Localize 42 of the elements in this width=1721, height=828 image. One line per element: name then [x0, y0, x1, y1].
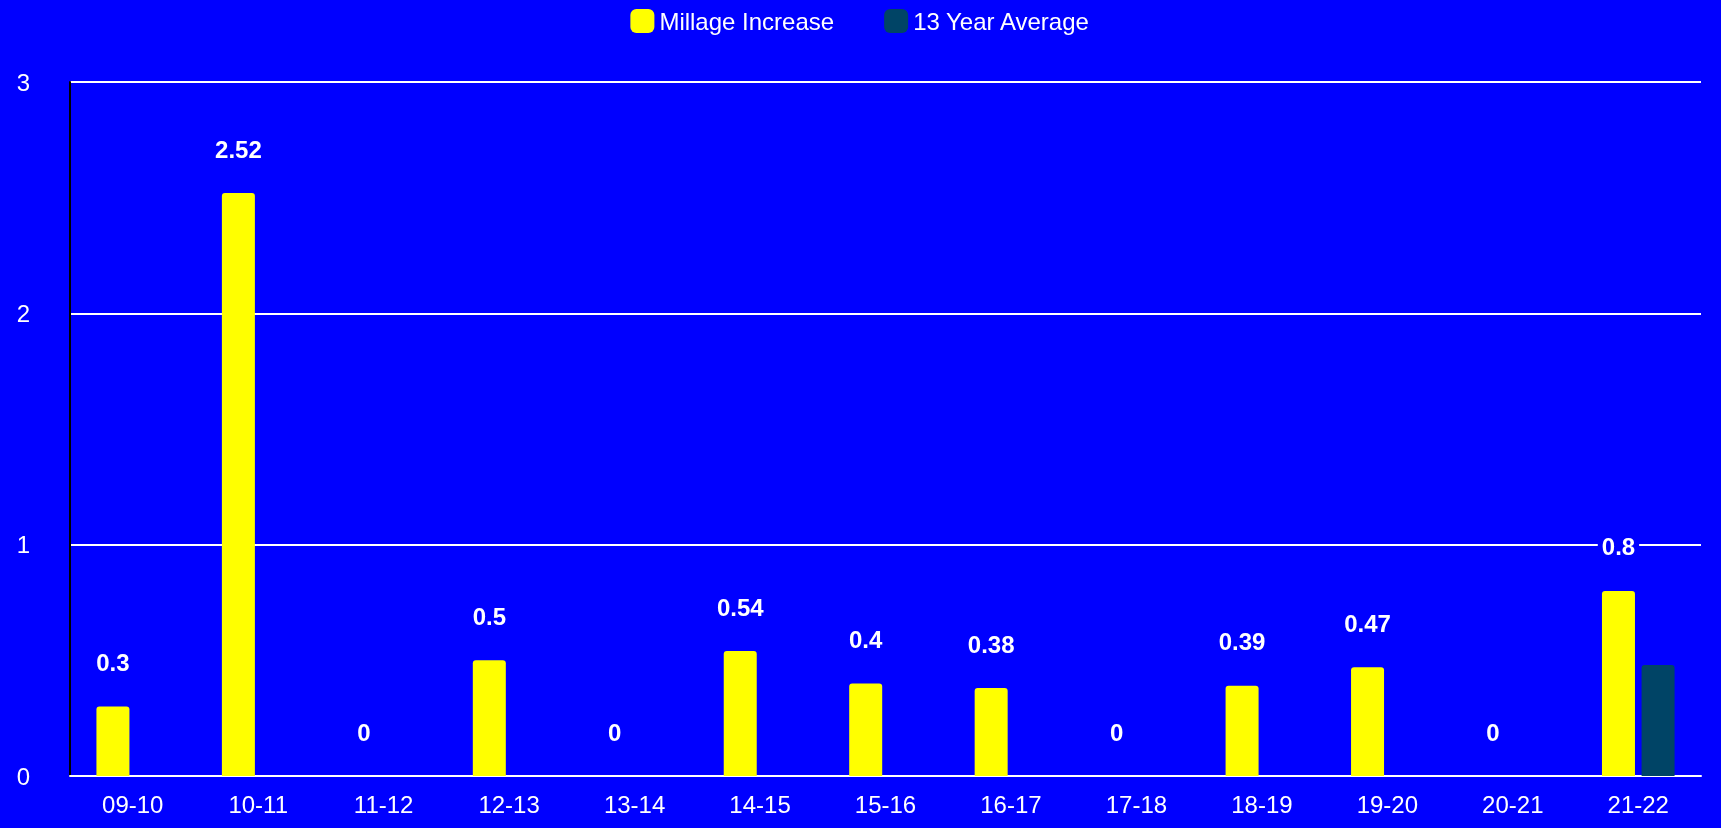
bar	[1225, 685, 1259, 776]
y-tick-label: 2	[16, 299, 30, 327]
data-label: 0	[1109, 718, 1124, 746]
x-tick-label: 19-20	[1356, 790, 1419, 818]
data-label: 0	[608, 718, 622, 746]
x-tick-label: 09-10	[102, 790, 164, 818]
data-label: 0.8	[1601, 533, 1636, 561]
x-tick-label: 13-14	[603, 790, 666, 818]
data-label: 2.52	[215, 135, 262, 163]
bar	[221, 193, 255, 776]
bar	[1601, 590, 1635, 776]
data-label: 0.38	[967, 630, 1015, 658]
y-tick-label: 1	[16, 531, 30, 559]
data-label: 0.39	[1218, 628, 1266, 656]
data-label: 0.5	[472, 602, 506, 630]
x-tick-label: 10-11	[228, 790, 288, 818]
data-label: 0.3	[96, 649, 130, 677]
x-tick-label: 21-22	[1607, 790, 1669, 818]
data-label: 0.4	[849, 625, 884, 653]
bar	[849, 683, 883, 776]
bar	[1351, 667, 1385, 776]
bar	[723, 651, 757, 776]
bar	[974, 688, 1008, 776]
y-tick-label: 0	[16, 762, 30, 790]
bar	[1641, 664, 1675, 776]
x-tick-label: 16-17	[980, 790, 1042, 818]
x-tick-label: 11-12	[353, 790, 414, 818]
x-tick-label: 18-19	[1231, 790, 1293, 818]
x-tick-label: 15-16	[854, 790, 917, 818]
bar	[472, 660, 506, 776]
data-label: 0.54	[716, 593, 765, 621]
legend-label: Millage Increase	[659, 7, 835, 35]
data-label: 0	[357, 718, 371, 746]
data-label: 0	[1486, 718, 1500, 746]
bar	[96, 706, 130, 776]
y-tick-label: 3	[16, 68, 30, 96]
legend-label: 13 Year Average	[913, 7, 1089, 35]
x-tick-label: 14-15	[729, 790, 791, 818]
x-tick-label: 12-13	[478, 790, 540, 818]
x-tick-label: 17-18	[1105, 790, 1168, 818]
data-label: 0.47	[1344, 609, 1391, 637]
x-tick-label: 20-21	[1482, 790, 1544, 818]
